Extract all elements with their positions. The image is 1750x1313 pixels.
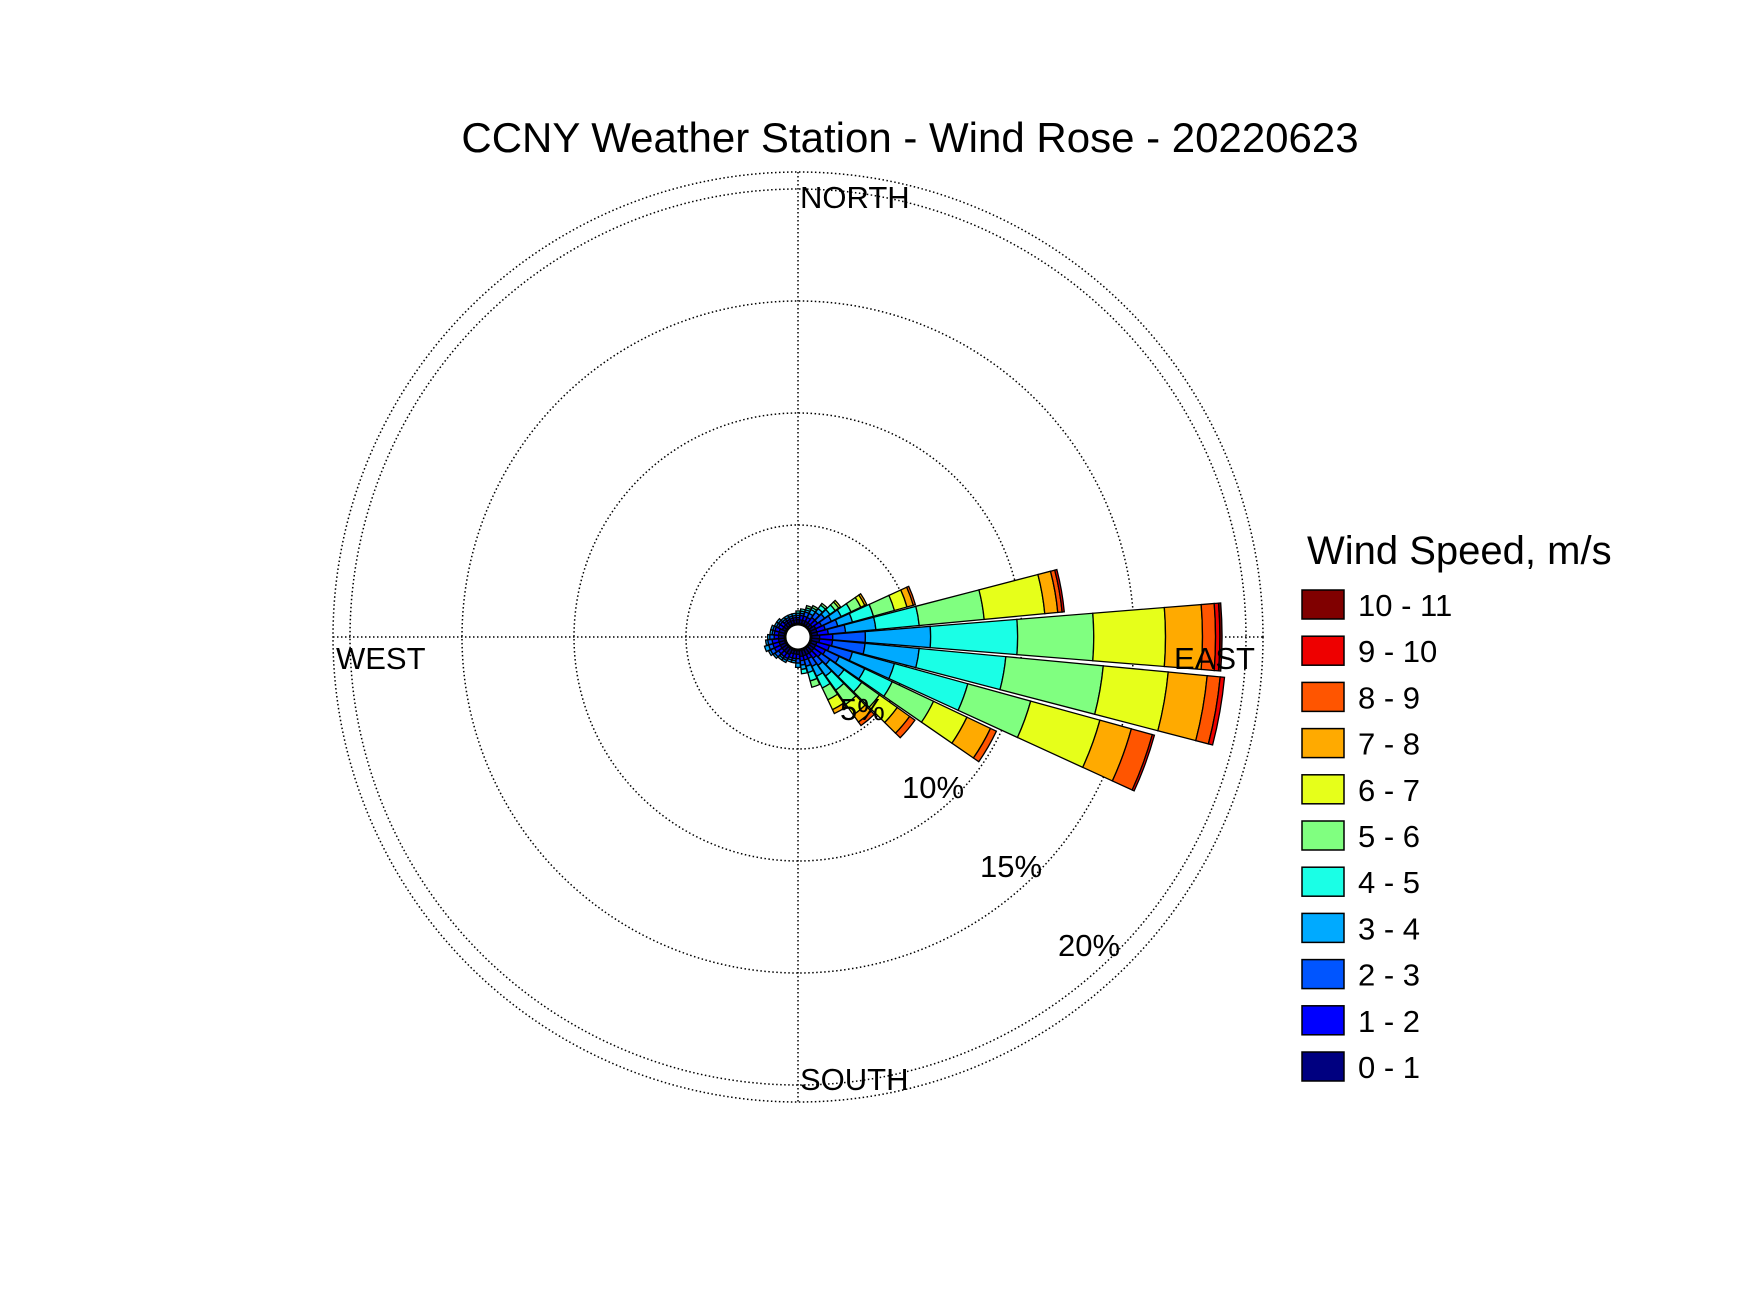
- legend-swatch: [1301, 820, 1345, 851]
- sector-130-bin-8: [894, 715, 916, 739]
- sector-350-bin-3: [791, 612, 797, 617]
- legend-swatch: [1301, 635, 1345, 666]
- sector-80-bin-9: [1053, 568, 1065, 613]
- legend-label: 4 - 5: [1358, 865, 1420, 900]
- sector-80-bin-6: [978, 573, 1046, 621]
- sector-140-bin-8: [857, 710, 876, 727]
- sector-90-bin-6: [1092, 606, 1167, 668]
- wind-sectors: [763, 568, 1226, 792]
- legend-swatch: [1301, 1051, 1345, 1082]
- sector-150-bin-7: [831, 702, 848, 715]
- direction-label-north: NORTH: [800, 180, 910, 215]
- sector-0-bin-4: [795, 610, 801, 614]
- ring-label-15: 15%: [980, 849, 1042, 884]
- legend-swatch: [1301, 774, 1345, 805]
- sector-60-bin-7: [857, 592, 868, 607]
- sector-70-bin-8: [905, 585, 917, 607]
- legend-label: 1 - 2: [1358, 1004, 1420, 1039]
- direction-label-west: WEST: [336, 641, 426, 676]
- sector-110-bin-9: [1131, 733, 1156, 792]
- legend-swatch: [1301, 589, 1345, 620]
- legend-label: 10 - 11: [1358, 588, 1452, 623]
- chart-title: CCNY Weather Station - Wind Rose - 20220…: [461, 114, 1358, 161]
- sector-90-bin-4: [929, 618, 1019, 656]
- sector-90-bin-10: [1217, 602, 1223, 672]
- legend-title: Wind Speed, m/s: [1307, 529, 1612, 573]
- legend-label: 2 - 3: [1358, 958, 1420, 993]
- legend-label: 5 - 6: [1358, 819, 1420, 854]
- sector-120-bin-8: [972, 727, 998, 763]
- sector-170-bin-4: [800, 667, 809, 675]
- sector-100-bin-9: [1207, 676, 1226, 746]
- ring-label-10: 10%: [902, 770, 964, 805]
- legend-swatch: [1301, 866, 1345, 897]
- sector-260-bin-3: [764, 639, 770, 647]
- legend-swatch: [1301, 912, 1345, 944]
- sector-180-bin-3: [794, 662, 802, 669]
- legend-label: 0 - 1: [1358, 1050, 1420, 1085]
- legend-label: 7 - 8: [1358, 727, 1420, 762]
- sector-90-bin-5: [1016, 612, 1095, 662]
- sector-50-bin-6: [832, 599, 842, 609]
- sector-100-bin-6: [1093, 665, 1169, 732]
- center-hole: [783, 622, 813, 652]
- sector-310-bin-3: [775, 617, 782, 625]
- legend-label: 9 - 10: [1358, 634, 1437, 669]
- ring-label-20: 20%: [1058, 928, 1120, 963]
- direction-label-east: EAST: [1174, 641, 1255, 676]
- sector-290-bin-3: [769, 624, 776, 631]
- legend-swatch: [1301, 1005, 1345, 1036]
- legend: 10 - 11 9 - 10 8 - 9 7 - 8 6 - 7 5 - 6 4 - 5 3 …: [1301, 588, 1452, 1085]
- direction-label-south: SOUTH: [800, 1062, 909, 1097]
- sector-160-bin-5: [809, 677, 821, 689]
- sector-250-bin-3: [763, 644, 772, 653]
- legend-label: 8 - 9: [1358, 680, 1420, 715]
- ring-label-5: 5%: [840, 692, 885, 727]
- sector-270-bin-3: [766, 633, 771, 641]
- legend-label: 6 - 7: [1358, 773, 1420, 808]
- legend-swatch: [1301, 727, 1345, 759]
- sector-80-bin-5: [915, 589, 985, 627]
- legend-swatch: [1301, 958, 1345, 990]
- legend-swatch: [1301, 681, 1345, 713]
- legend-label: 3 - 4: [1358, 911, 1420, 946]
